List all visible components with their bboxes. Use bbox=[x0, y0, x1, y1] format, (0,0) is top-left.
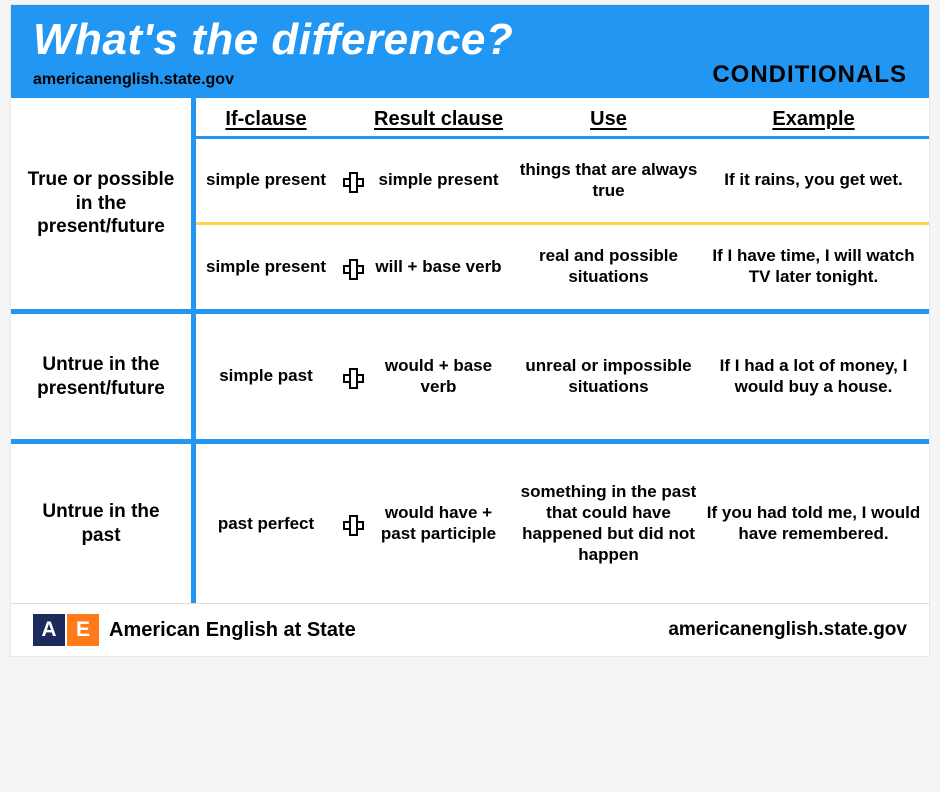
col-header-example: Example bbox=[706, 108, 921, 131]
footer-left: A E American English at State bbox=[33, 614, 356, 646]
infographic-card: What's the difference? americanenglish.s… bbox=[10, 4, 930, 657]
footer-url: americanenglish.state.gov bbox=[668, 619, 907, 641]
table-row: simple present will + base verb real and… bbox=[196, 225, 929, 308]
cell-if: past perfect bbox=[218, 514, 314, 535]
section-body: If-clause Result clause Use Example simp… bbox=[196, 98, 929, 309]
col-header-if: If-clause bbox=[196, 108, 336, 131]
plus-icon bbox=[343, 172, 360, 189]
col-header-spacer bbox=[336, 108, 366, 131]
cell-example: If I have time, I will watch TV later to… bbox=[706, 246, 921, 287]
table-row: simple past would + base verb unreal or … bbox=[196, 314, 929, 439]
cell-result: would + base verb bbox=[366, 356, 511, 397]
cell-use: something in the past that could have ha… bbox=[511, 482, 706, 565]
header-subrow: americanenglish.state.gov CONDITIONALS bbox=[33, 61, 907, 89]
cell-use: things that are always true bbox=[511, 160, 706, 201]
table-row: past perfect would have + past participl… bbox=[196, 444, 929, 603]
column-headers: If-clause Result clause Use Example bbox=[196, 98, 929, 139]
header: What's the difference? americanenglish.s… bbox=[11, 5, 929, 98]
cell-use: unreal or impossible situations bbox=[511, 356, 706, 397]
logo-e-icon: E bbox=[67, 614, 99, 646]
cell-if: simple past bbox=[219, 366, 313, 387]
page-title: What's the difference? bbox=[33, 15, 907, 65]
section-label: True or possible in the present/future bbox=[11, 98, 196, 309]
section-untrue-past: Untrue in the past past perfect would ha… bbox=[11, 444, 929, 603]
cell-if: simple present bbox=[206, 170, 326, 191]
col-header-use: Use bbox=[511, 108, 706, 131]
logo-a-icon: A bbox=[33, 614, 65, 646]
cell-example: If you had told me, I would have remembe… bbox=[706, 503, 921, 544]
cell-example: If I had a lot of money, I would buy a h… bbox=[706, 356, 921, 397]
cell-result: will + base verb bbox=[375, 257, 501, 278]
cell-result: simple present bbox=[379, 170, 499, 191]
cell-if: simple present bbox=[206, 257, 326, 278]
section-untrue-present: Untrue in the present/future simple past… bbox=[11, 314, 929, 444]
section-label: Untrue in the present/future bbox=[11, 314, 196, 439]
cell-use: real and possible situations bbox=[511, 246, 706, 287]
table-row: simple present simple present things tha… bbox=[196, 139, 929, 225]
plus-icon bbox=[343, 368, 360, 385]
section-label: Untrue in the past bbox=[11, 444, 196, 603]
topic-label: CONDITIONALS bbox=[712, 61, 907, 89]
cell-example: If it rains, you get wet. bbox=[724, 170, 903, 191]
section-true-possible: True or possible in the present/future I… bbox=[11, 98, 929, 314]
footer: A E American English at State americanen… bbox=[11, 603, 929, 656]
section-body: past perfect would have + past participl… bbox=[196, 444, 929, 603]
cell-result: would have + past participle bbox=[366, 503, 511, 544]
footer-brand-name: American English at State bbox=[109, 619, 356, 642]
header-source-url: americanenglish.state.gov bbox=[33, 71, 234, 89]
plus-icon bbox=[343, 259, 360, 276]
col-header-result: Result clause bbox=[366, 108, 511, 131]
plus-icon bbox=[343, 515, 360, 532]
conditionals-table: True or possible in the present/future I… bbox=[11, 98, 929, 603]
brand-logo: A E bbox=[33, 614, 99, 646]
section-body: simple past would + base verb unreal or … bbox=[196, 314, 929, 439]
